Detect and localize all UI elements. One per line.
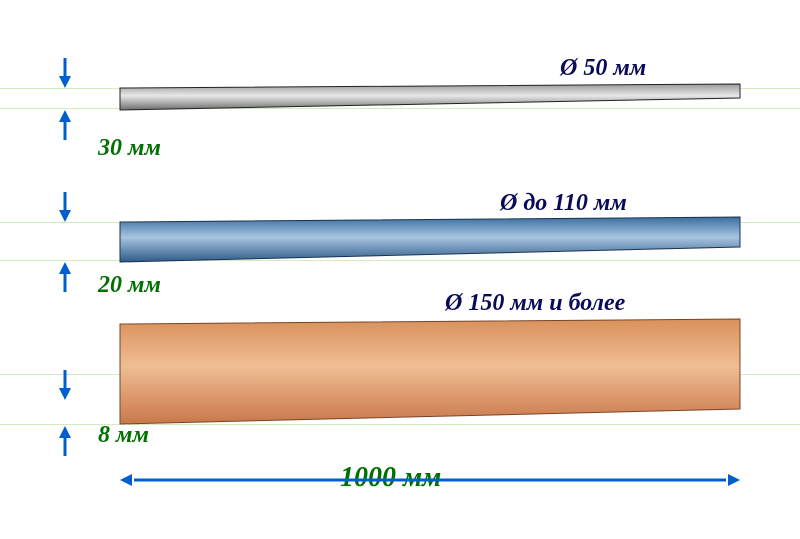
arrows-layer xyxy=(0,0,800,539)
